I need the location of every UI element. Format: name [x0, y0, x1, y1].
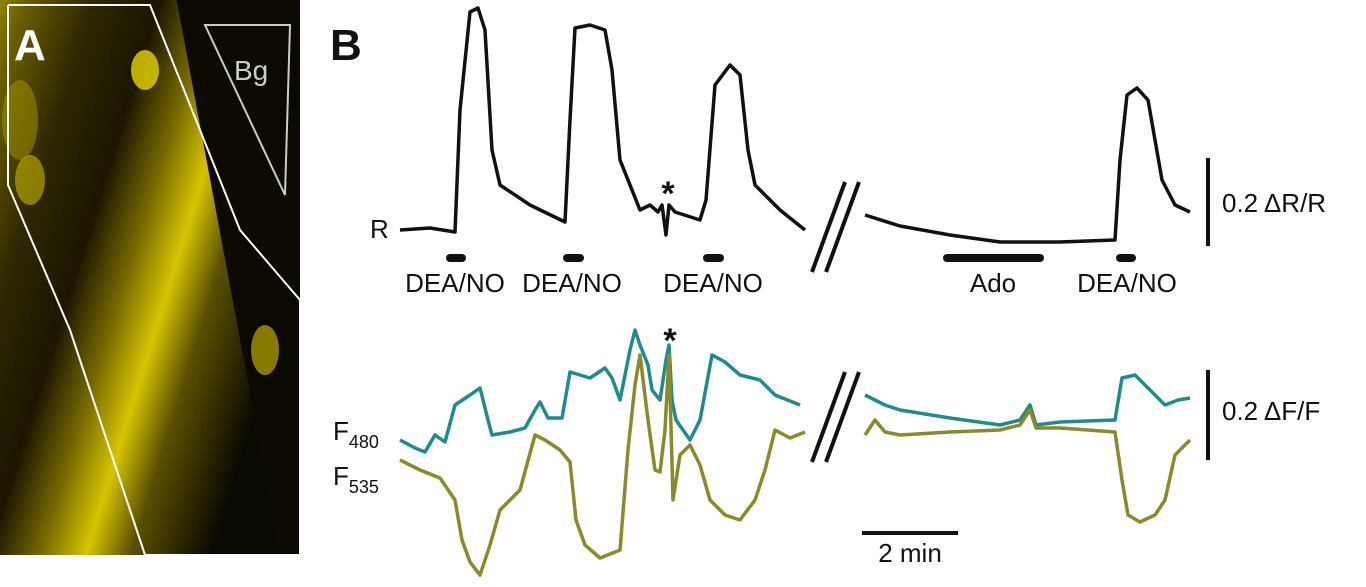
trace-label-base: F: [333, 416, 349, 446]
f535-trace: [400, 355, 805, 575]
panel-label: A: [14, 21, 46, 70]
figure: A Bg B R F480 F535 DEA/NO DEA/NO DEA/NO …: [0, 0, 1366, 587]
scale-label: 0.2 ΔF/F: [1222, 396, 1320, 426]
asterisk: *: [663, 322, 677, 360]
trace-label: F535: [333, 461, 379, 497]
trace-label-sub: 535: [349, 477, 379, 497]
trace-label: F480: [333, 416, 379, 452]
stimulus-label: DEA/NO: [522, 268, 622, 298]
trace-label-base: F: [333, 461, 349, 491]
panel-label: B: [330, 21, 362, 70]
ratio-trace: [865, 88, 1190, 242]
stimulus-label: DEA/NO: [405, 268, 505, 298]
trace-label-sub: 480: [349, 432, 379, 452]
stimulus-label: DEA/NO: [1077, 268, 1177, 298]
f480-trace: [865, 375, 1190, 425]
f480-trace: [400, 330, 800, 452]
ratio-trace: [400, 8, 805, 235]
f535-trace: [865, 410, 1190, 522]
scale-label: 2 min: [878, 538, 942, 568]
axis-break: [812, 182, 859, 462]
micrograph: [0, 0, 363, 587]
asterisk: *: [661, 175, 675, 213]
scale-label: 0.2 ΔR/R: [1222, 188, 1326, 218]
stimulus-label: DEA/NO: [663, 268, 763, 298]
region-label: Bg: [234, 55, 268, 86]
trace-label: R: [370, 214, 389, 244]
stimulus-label: Ado: [970, 268, 1016, 298]
